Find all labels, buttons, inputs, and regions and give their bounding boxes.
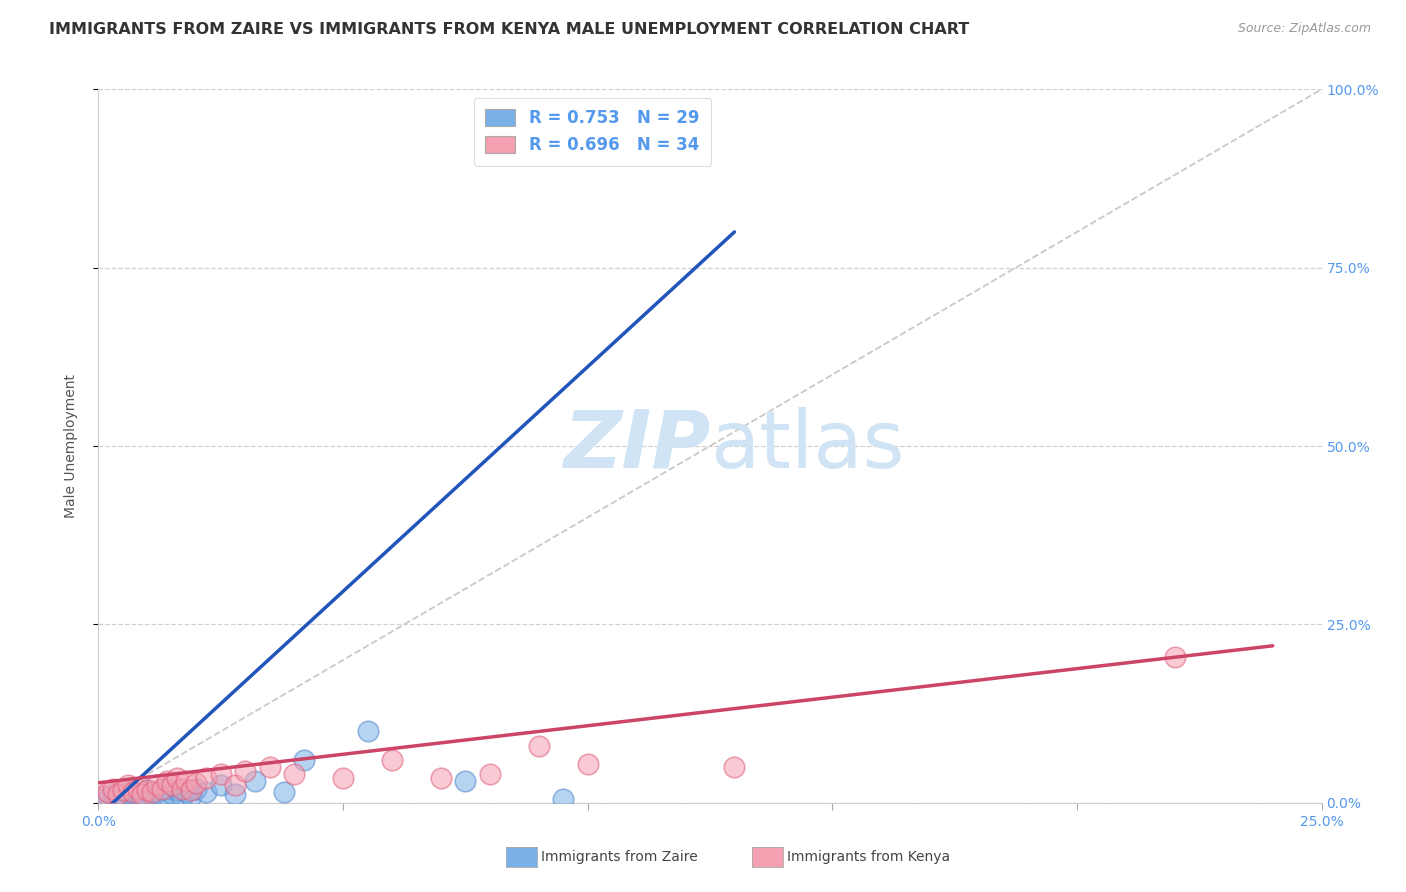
Point	[478, 767, 501, 781]
Text: ZIP: ZIP	[562, 407, 710, 485]
Point	[170, 790, 193, 805]
Point	[209, 767, 232, 781]
Point	[91, 789, 114, 803]
Text: Immigrants from Kenya: Immigrants from Kenya	[787, 850, 950, 864]
Point	[166, 771, 188, 785]
Point	[117, 778, 139, 792]
Point	[117, 785, 139, 799]
Text: atlas: atlas	[710, 407, 904, 485]
Point	[136, 783, 159, 797]
Point	[273, 785, 295, 799]
Point	[283, 767, 305, 781]
Point	[527, 739, 550, 753]
Point	[101, 787, 124, 801]
Legend: R = 0.753   N = 29, R = 0.696   N = 34: R = 0.753 N = 29, R = 0.696 N = 34	[474, 97, 711, 166]
Point	[97, 790, 120, 805]
Point	[166, 783, 188, 797]
Point	[146, 778, 169, 792]
Point	[356, 724, 378, 739]
Point	[292, 753, 315, 767]
Point	[136, 783, 159, 797]
Point	[121, 785, 143, 799]
Point	[150, 790, 173, 805]
Point	[553, 792, 575, 806]
Point	[243, 774, 266, 789]
Point	[131, 787, 153, 801]
Point	[576, 756, 599, 771]
Point	[150, 781, 173, 796]
Point	[180, 789, 202, 803]
Point	[121, 790, 143, 805]
Point	[141, 789, 163, 803]
Point	[233, 764, 256, 778]
Y-axis label: Male Unemployment: Male Unemployment	[63, 374, 77, 518]
Text: Immigrants from Zaire: Immigrants from Zaire	[541, 850, 697, 864]
Point	[332, 771, 354, 785]
Point	[101, 781, 124, 796]
Text: Source: ZipAtlas.com: Source: ZipAtlas.com	[1237, 22, 1371, 36]
Point	[1164, 649, 1187, 664]
Point	[186, 776, 208, 790]
Point	[97, 785, 120, 799]
Point	[209, 778, 232, 792]
Point	[186, 781, 208, 796]
Point	[195, 771, 218, 785]
Point	[127, 781, 149, 796]
Point	[156, 774, 179, 789]
Point	[111, 783, 134, 797]
Point	[259, 760, 281, 774]
Point	[224, 787, 246, 801]
Point	[454, 774, 477, 789]
Point	[176, 785, 198, 799]
Point	[160, 778, 183, 792]
Text: IMMIGRANTS FROM ZAIRE VS IMMIGRANTS FROM KENYA MALE UNEMPLOYMENT CORRELATION CHA: IMMIGRANTS FROM ZAIRE VS IMMIGRANTS FROM…	[49, 22, 970, 37]
Point	[91, 792, 114, 806]
Point	[107, 791, 129, 805]
Point	[224, 778, 246, 792]
Point	[430, 771, 453, 785]
Point	[111, 789, 134, 803]
Point	[127, 787, 149, 801]
Point	[141, 785, 163, 799]
Point	[107, 787, 129, 801]
Point	[131, 790, 153, 805]
Point	[195, 785, 218, 799]
Point	[176, 774, 198, 789]
Point	[146, 785, 169, 799]
Point	[156, 781, 179, 796]
Point	[381, 753, 404, 767]
Point	[170, 781, 193, 796]
Point	[723, 760, 745, 774]
Point	[180, 783, 202, 797]
Point	[160, 787, 183, 801]
